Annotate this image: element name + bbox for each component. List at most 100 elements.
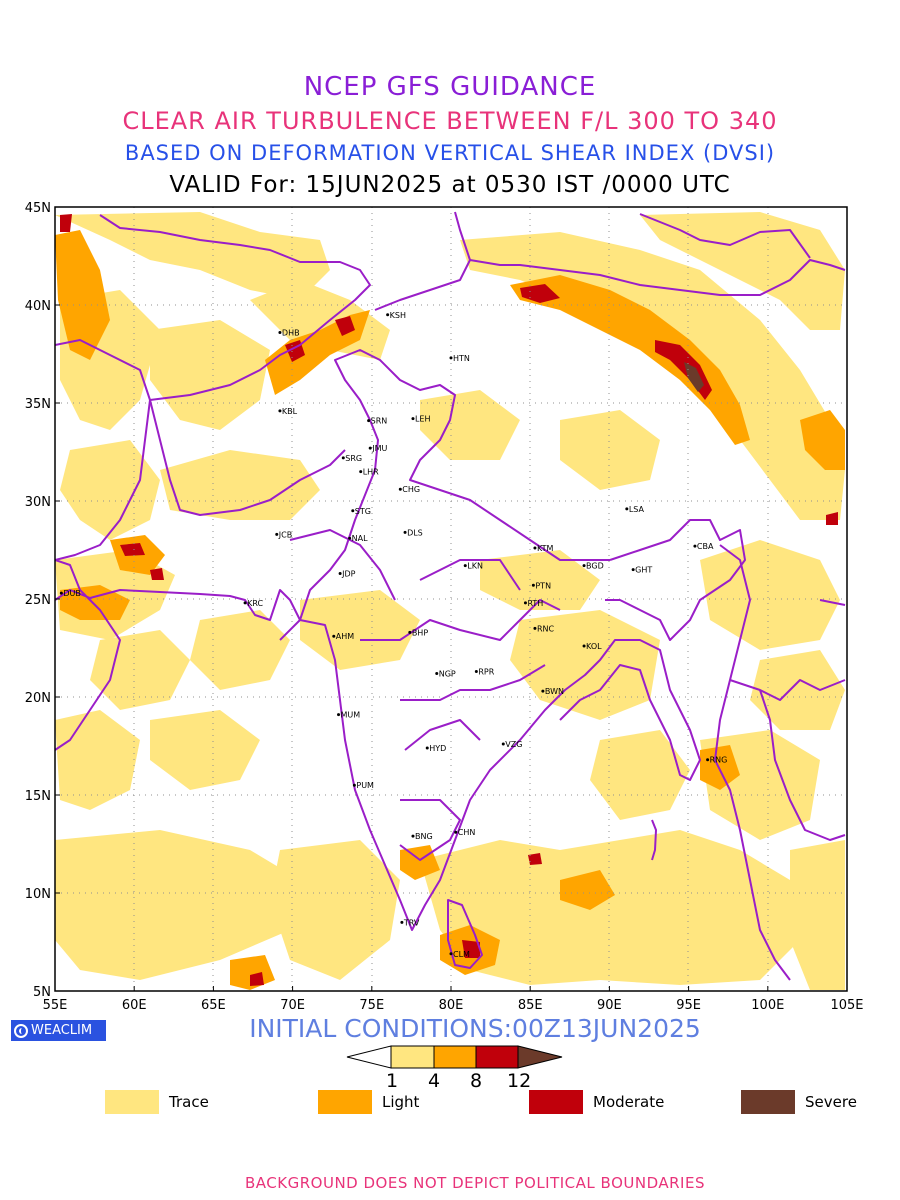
lon-tick-label: 60E: [122, 998, 147, 1013]
legend-label-light: Light: [382, 1093, 420, 1111]
title-product: CLEAR AIR TURBULENCE BETWEEN F/L 300 TO …: [122, 107, 778, 135]
station-label-ahm: AHM: [336, 632, 354, 641]
station-label-rnc: RNC: [537, 624, 555, 633]
turbulence-field: [55, 212, 845, 990]
weaclim-badge: WEACLIM: [11, 1020, 106, 1041]
station-dot: [332, 634, 336, 638]
colorbar-label-1: 1: [386, 1070, 399, 1092]
colorbar-label-12: 12: [507, 1070, 532, 1092]
station-label-stg: STG: [355, 507, 371, 516]
station-dot: [625, 507, 629, 511]
lat-tick-label: 20N: [25, 691, 51, 706]
station-dot: [352, 783, 356, 787]
lon-tick-label: 80E: [439, 998, 464, 1013]
legend-severe: Severe: [741, 1090, 857, 1114]
station-dot: [359, 470, 363, 474]
station-label-kol: KOL: [586, 642, 602, 651]
station-label-dub: DUB: [63, 589, 81, 598]
title-guidance: NCEP GFS GUIDANCE: [303, 72, 597, 102]
legend-moderate: Moderate: [529, 1090, 664, 1114]
legend-label-severe: Severe: [805, 1093, 857, 1111]
station-label-leh: LEH: [415, 415, 431, 424]
station-label-cba: CBA: [697, 542, 714, 551]
title-valid-time: VALID For: 15JUN2025 at 0530 IST /0000 U…: [169, 172, 731, 198]
station-dot: [59, 591, 63, 595]
station-label-bng: BNG: [415, 832, 433, 841]
lon-tick-label: 75E: [359, 998, 384, 1013]
station-dot: [533, 546, 537, 550]
station-dot: [367, 419, 371, 423]
station-dot: [425, 746, 429, 750]
station-dot: [435, 671, 439, 675]
station-label-nal: NAL: [352, 534, 368, 543]
station-label-hyd: HYD: [429, 744, 446, 753]
title-method: BASED ON DEFORMATION VERTICAL SHEAR INDE…: [124, 141, 776, 165]
station-dot: [275, 532, 279, 536]
station-label-lkn: LKN: [467, 562, 483, 571]
lat-tick-label: 45N: [25, 201, 51, 216]
station-dot: [403, 530, 407, 534]
legend-swatch-trace: [105, 1090, 159, 1114]
station-dot: [368, 446, 372, 450]
lat-tick-label: 40N: [25, 299, 51, 314]
lon-tick-label: 105E: [830, 998, 863, 1013]
station-dot: [533, 626, 537, 630]
station-dot: [411, 834, 415, 838]
lat-tick-label: 25N: [25, 593, 51, 608]
station-dot: [341, 456, 345, 460]
station-dot: [531, 583, 535, 587]
station-dot: [631, 568, 635, 572]
legend-label-moderate: Moderate: [593, 1093, 665, 1111]
legend-swatch-light: [318, 1090, 372, 1114]
station-label-chg: CHG: [402, 485, 420, 494]
station-dot: [449, 356, 453, 360]
colorbar-label-8: 8: [470, 1070, 483, 1092]
weaclim-badge-text: WEACLIM: [31, 1023, 93, 1038]
station-label-htn: HTN: [453, 354, 470, 363]
station-dot: [400, 920, 404, 924]
station-label-dhb: DHB: [282, 328, 300, 337]
legend-light: Light: [318, 1090, 419, 1114]
station-dot: [693, 544, 697, 548]
colorbar-max-arrow: [517, 1045, 563, 1069]
lat-tick-label: 5N: [33, 985, 51, 1000]
station-dot: [541, 689, 545, 693]
station-label-jdp: JDP: [341, 570, 356, 579]
station-dot: [463, 564, 467, 568]
station-label-jcb: JCB: [278, 530, 292, 539]
station-label-dls: DLS: [407, 528, 423, 537]
station-dot: [411, 417, 415, 421]
weaclim-logo-icon: [14, 1023, 28, 1038]
station-label-jmu: JMU: [371, 444, 387, 453]
initial-conditions: INITIAL CONDITIONS:00Z13JUN2025: [249, 1014, 701, 1043]
station-label-mum: MUM: [341, 711, 361, 720]
lon-tick-label: 85E: [518, 998, 543, 1013]
lat-tick-label: 15N: [25, 789, 51, 804]
station-dot: [278, 330, 282, 334]
lon-tick-label: 55E: [43, 998, 68, 1013]
station-dot: [454, 830, 458, 834]
station-label-clm: CLM: [453, 950, 470, 959]
station-dot: [351, 509, 355, 513]
colorbar-segment-light: [433, 1045, 477, 1069]
colorbar-segment-moderate: [475, 1045, 519, 1069]
station-label-rng: RNG: [710, 756, 728, 765]
station-label-ngp: NGP: [439, 669, 456, 678]
gridlines: [55, 207, 847, 991]
station-dot: [582, 564, 586, 568]
colorbar: [346, 1045, 563, 1069]
lon-tick-label: 95E: [676, 998, 701, 1013]
colorbar-label-4: 4: [428, 1070, 441, 1092]
legend-swatch-moderate: [529, 1090, 583, 1114]
legend-swatch-severe: [741, 1090, 795, 1114]
station-label-krc: KRC: [247, 599, 263, 608]
station-dot: [706, 758, 710, 762]
station-dot: [398, 487, 402, 491]
lon-tick-label: 70E: [280, 998, 305, 1013]
station-dot: [408, 630, 412, 634]
station-label-rth: RTH: [527, 599, 543, 608]
station-dot: [386, 313, 390, 317]
lon-tick-label: 90E: [597, 998, 622, 1013]
